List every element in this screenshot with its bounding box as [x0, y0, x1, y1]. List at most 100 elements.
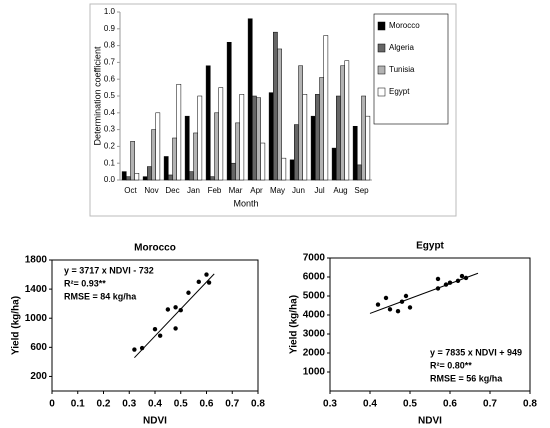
- data-point: [173, 326, 178, 331]
- x-tick-label: 0.8: [523, 399, 537, 410]
- bar: [268, 92, 274, 181]
- x-tick-label: 0: [49, 399, 55, 410]
- x-tick-label: Aug: [333, 186, 347, 195]
- bar: [235, 122, 240, 181]
- y-tick-label: 6000: [303, 272, 326, 283]
- bar: [340, 65, 345, 181]
- x-tick-label: Dec: [165, 186, 179, 195]
- bar: [226, 41, 232, 181]
- bar: [189, 171, 194, 181]
- bar: [331, 147, 337, 181]
- bar: [214, 112, 219, 181]
- bar: [352, 125, 358, 181]
- bar: [281, 157, 287, 181]
- x-tick-label: 0.7: [483, 399, 497, 410]
- bar: [134, 173, 140, 181]
- annotation: RMSE = 56 kg/ha: [430, 373, 503, 383]
- x-tick-label: 0.5: [174, 399, 188, 410]
- data-point: [132, 347, 137, 352]
- y-tick-label: 200: [30, 371, 47, 382]
- x-tick-label: Apr: [250, 186, 263, 195]
- bar: [239, 94, 245, 181]
- bar: [294, 124, 299, 181]
- x-tick-label: Jun: [292, 186, 305, 195]
- bar: [315, 94, 320, 181]
- data-point: [165, 307, 171, 312]
- x-tick-label: 0.3: [323, 399, 337, 410]
- bar: [126, 176, 131, 181]
- bar: [197, 95, 203, 181]
- x-tick-label: Nov: [144, 186, 158, 195]
- y-tick-label: 0.4: [104, 108, 116, 117]
- bar: [336, 95, 341, 181]
- data-point: [463, 275, 469, 281]
- data-point: [395, 309, 401, 314]
- bar: [205, 65, 211, 181]
- x-tick-label: 0.6: [200, 399, 214, 410]
- bar: [130, 141, 135, 181]
- bar: [176, 83, 182, 181]
- data-point: [387, 307, 393, 312]
- x-tick-label: 0.8: [251, 399, 265, 410]
- x-tick-label: 0.3: [122, 399, 136, 410]
- trend-line: [134, 273, 215, 359]
- y-tick-label: 0.1: [104, 158, 116, 167]
- data-point: [152, 326, 158, 332]
- x-tick-label: 0.1: [71, 399, 85, 410]
- bar: [168, 174, 173, 181]
- legend-box: [373, 13, 449, 125]
- y-tick-label: 0.0: [104, 175, 116, 184]
- data-point: [383, 295, 389, 301]
- data-point: [459, 273, 465, 279]
- y-tick-label: 1000: [25, 313, 48, 324]
- x-tick-label: 0.4: [148, 399, 162, 410]
- data-point: [186, 290, 191, 295]
- data-point: [139, 345, 145, 351]
- legend-swatch: [377, 65, 386, 75]
- data-point: [399, 299, 405, 304]
- bar: [365, 115, 371, 181]
- data-point: [435, 286, 441, 291]
- legend-label: Tunisia: [389, 65, 415, 74]
- bar: [310, 115, 316, 181]
- x-tick-label: Feb: [208, 186, 222, 195]
- y-tick-label: 0.6: [104, 74, 116, 83]
- y-tick-label: 600: [30, 342, 47, 353]
- legend-label: Morocco: [389, 21, 420, 30]
- legend-swatch: [377, 21, 386, 31]
- bar: [218, 87, 224, 181]
- legend-label: Egypt: [389, 87, 410, 96]
- bar: [260, 142, 266, 181]
- bar: [302, 94, 308, 181]
- x-axis-label: Month: [233, 198, 258, 208]
- chart-title: Egypt: [416, 241, 444, 252]
- x-tick-label: 0.7: [225, 399, 239, 410]
- annotation: y = 7835 x NDVI + 949: [430, 347, 522, 357]
- plot-frame: [329, 257, 531, 392]
- data-point: [206, 280, 212, 285]
- bar: [319, 77, 324, 181]
- bar: [142, 176, 148, 181]
- x-tick-label: 0.2: [97, 399, 111, 410]
- bar: [151, 129, 156, 181]
- x-tick-label: Sep: [354, 186, 369, 195]
- bar: [163, 156, 169, 181]
- data-point: [157, 333, 163, 338]
- annotation: R²= 0.80**: [430, 360, 472, 370]
- bar: [256, 97, 261, 181]
- x-tick-label: May: [270, 186, 285, 195]
- legend-label: Algeria: [389, 43, 414, 52]
- y-tick-label: 3000: [303, 329, 326, 340]
- data-point: [455, 278, 461, 283]
- x-axis-label: NDVI: [418, 416, 442, 427]
- legend-swatch: [377, 87, 386, 97]
- y-tick-label: 1800: [25, 255, 48, 266]
- data-point: [196, 279, 201, 285]
- y-axis-label: Determination coefficient: [92, 46, 102, 145]
- y-tick-label: 1400: [25, 284, 48, 295]
- bar: [273, 31, 278, 181]
- data-point: [178, 308, 183, 313]
- y-tick-label: 7000: [303, 253, 326, 264]
- data-point: [403, 293, 409, 299]
